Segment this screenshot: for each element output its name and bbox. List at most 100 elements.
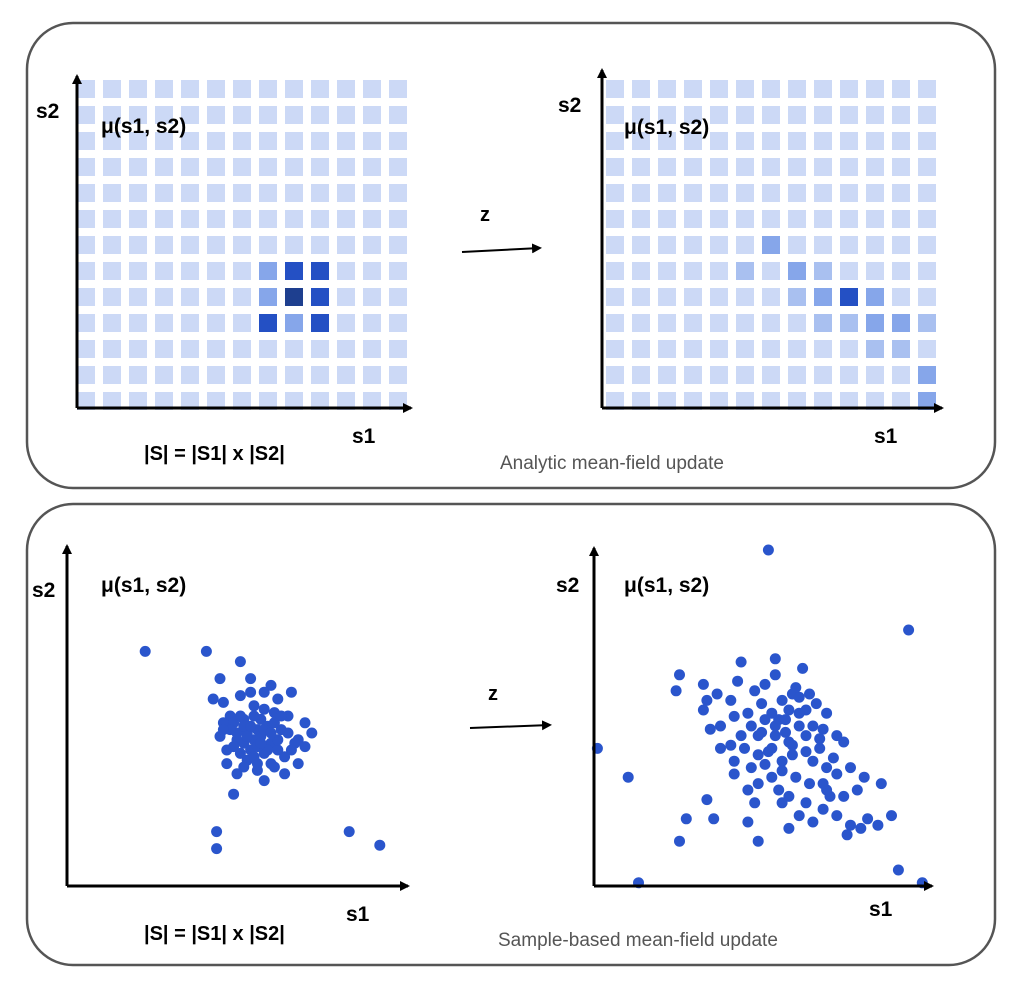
analytic-right-grid-cell — [684, 158, 702, 176]
analytic-right-grid-cell — [840, 80, 858, 98]
analytic-right-grid-cell — [684, 366, 702, 384]
analytic-left-grid-cell — [337, 236, 355, 254]
analytic-right-grid-cell — [762, 262, 780, 280]
analytic-left-grid-cell — [285, 80, 303, 98]
analytic-right-grid-cell — [658, 262, 676, 280]
analytic-right-grid-cell — [892, 184, 910, 202]
analytic-right-grid-cell — [866, 262, 884, 280]
sample-right-sample-point — [756, 698, 768, 710]
analytic-right-grid-cell — [736, 288, 754, 306]
analytic-z-arrow — [461, 243, 542, 254]
sample-left-sample-point — [282, 727, 294, 739]
sample-left-sample-point — [217, 724, 229, 736]
sample-right-sample-point — [701, 794, 713, 806]
analytic-left-grid-cell — [389, 366, 407, 384]
sample-right-sample-point — [862, 813, 874, 825]
analytic-left-mu-label: μ(s1, s2) — [101, 115, 186, 138]
sample-left-sample-point — [262, 744, 274, 756]
analytic-right-grid-cell — [918, 262, 936, 280]
analytic-right-grid-cell — [814, 392, 832, 410]
analytic-left-grid-cell — [363, 80, 381, 98]
analytic-right-grid-cell — [736, 210, 754, 228]
sample-right-sample-point — [845, 762, 856, 774]
sample-right-sample-point — [773, 784, 785, 796]
analytic-left-grid-cell — [363, 288, 381, 306]
analytic-left-grid-cell — [103, 80, 121, 98]
sample-left-sample-point — [306, 727, 318, 739]
sample-left-sample-point — [299, 717, 311, 729]
sample-right-sample-point — [838, 790, 850, 802]
sample-right-sample-point — [875, 778, 887, 790]
analytic-right-grid-cell — [606, 132, 624, 150]
sample-left-sample-point — [265, 679, 277, 691]
analytic-left-grid-cell — [207, 392, 225, 410]
analytic-left-grid-cell — [259, 366, 277, 384]
analytic-left-grid-cell — [363, 158, 381, 176]
analytic-left-grid-cell — [181, 106, 199, 124]
analytic-left-grid-cell — [285, 158, 303, 176]
analytic-z-label: z — [480, 204, 490, 226]
analytic-left-grid-cell — [77, 210, 95, 228]
sample-left-sample-point — [285, 686, 297, 698]
analytic-right-grid-cell — [736, 158, 754, 176]
analytic-left-grid-highlight-cell — [285, 314, 303, 332]
analytic-left-grid-cell — [311, 392, 329, 410]
analytic-right-grid-cell — [788, 236, 806, 254]
analytic-left-grid-cell — [129, 314, 147, 332]
sample-right-sample-point — [759, 714, 771, 726]
analytic-left-grid-cell — [389, 392, 407, 410]
analytic-right-grid-cell — [788, 392, 806, 410]
analytic-left-grid-cell — [77, 132, 95, 150]
sample-left-scatter — [139, 645, 386, 855]
analytic-right-grid-cell — [788, 366, 806, 384]
analytic-left-grid-cell — [207, 80, 225, 98]
analytic-left-grid-cell — [181, 366, 199, 384]
analytic-left-grid-cell — [259, 80, 277, 98]
analytic-left-grid-cell — [389, 80, 407, 98]
sample-right-sample-point — [786, 739, 798, 751]
sample-left-sample-point — [214, 673, 226, 685]
analytic-left-grid-cell — [389, 340, 407, 358]
analytic-right-grid-cell — [606, 288, 624, 306]
analytic-left-grid-cell — [337, 184, 355, 202]
analytic-left-grid-cell — [77, 314, 95, 332]
sample-right-sample-point — [817, 778, 829, 790]
analytic-right-grid-highlight-cell — [892, 340, 910, 358]
analytic-right-grid-cell — [658, 132, 676, 150]
analytic-right-grid-cell — [710, 340, 728, 358]
analytic-right-grid-cell — [788, 158, 806, 176]
analytic-left-grid-cell — [103, 262, 121, 280]
analytic-right-grid-cell — [710, 106, 728, 124]
sample-left-sample-point — [265, 727, 277, 739]
analytic-left-grid-cell — [103, 366, 121, 384]
analytic-left-grid-cell — [77, 184, 95, 202]
analytic-left-grid-cell — [363, 132, 381, 150]
sample-right-sample-point — [783, 704, 795, 716]
sample-right-sample-point — [817, 723, 829, 735]
analytic-right-grid-cell — [658, 340, 676, 358]
analytic-right-mu-label: μ(s1, s2) — [624, 116, 709, 139]
analytic-left-grid-cell — [77, 236, 95, 254]
analytic-right-grid-highlight-cell — [736, 262, 754, 280]
analytic-left-grid-cell — [129, 288, 147, 306]
analytic-left-grid-cell — [181, 80, 199, 98]
sample-right-sample-point — [851, 784, 863, 796]
sample-left-sample-point — [234, 710, 246, 722]
analytic-left-grid-cell — [363, 236, 381, 254]
analytic-left-grid-cell — [155, 236, 173, 254]
analytic-left-grid-cell — [311, 366, 329, 384]
sample-right-sample-point — [728, 710, 740, 722]
sample-right-sample-point — [780, 726, 791, 738]
analytic-right-grid-cell — [918, 106, 936, 124]
analytic-left-grid-cell — [103, 158, 121, 176]
analytic-right-grid-cell — [892, 366, 910, 384]
analytic-right-grid-cell — [814, 210, 832, 228]
analytic-right-grid-cell — [762, 366, 780, 384]
analytic-left-grid-cell — [233, 340, 251, 358]
analytic-right-grid-cell — [892, 106, 910, 124]
analytic-right-grid-cell — [684, 132, 702, 150]
analytic-right-grid-cell — [710, 80, 728, 98]
sample-right-sample-point — [831, 730, 843, 742]
analytic-left-grid-cell — [363, 106, 381, 124]
